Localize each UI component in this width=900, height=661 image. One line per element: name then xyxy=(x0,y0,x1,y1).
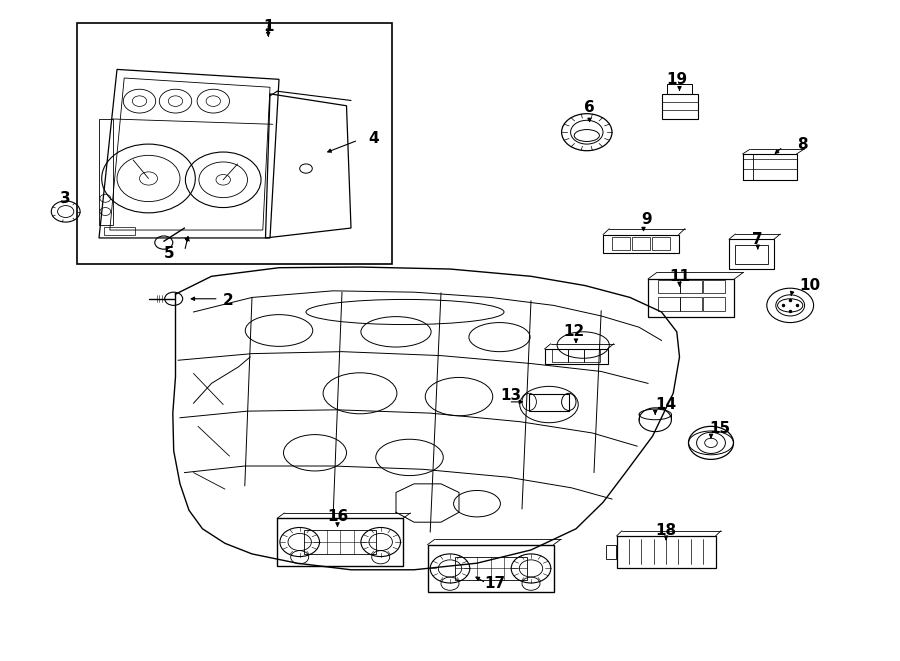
Text: 8: 8 xyxy=(797,137,808,151)
Bar xyxy=(658,297,680,311)
Text: 2: 2 xyxy=(223,293,234,308)
Bar xyxy=(529,394,569,411)
Text: 14: 14 xyxy=(655,397,677,412)
Bar xyxy=(544,349,608,364)
Bar xyxy=(658,280,680,293)
Text: 16: 16 xyxy=(327,510,348,524)
Bar xyxy=(612,237,630,250)
Bar xyxy=(76,23,392,264)
Bar xyxy=(703,280,724,293)
Bar xyxy=(742,154,753,180)
Text: 1: 1 xyxy=(263,19,274,34)
Bar xyxy=(662,94,698,119)
Text: 7: 7 xyxy=(752,232,763,247)
Text: 17: 17 xyxy=(484,576,506,590)
Bar xyxy=(680,297,702,311)
Bar xyxy=(304,530,376,554)
Text: 15: 15 xyxy=(709,421,731,436)
Bar xyxy=(104,227,135,235)
Bar xyxy=(428,545,554,592)
Text: 18: 18 xyxy=(655,523,677,537)
Bar xyxy=(703,297,724,311)
Text: 11: 11 xyxy=(669,269,690,284)
Text: 5: 5 xyxy=(164,246,175,260)
Bar xyxy=(552,349,568,362)
Text: 12: 12 xyxy=(563,325,585,339)
Text: 10: 10 xyxy=(799,278,821,293)
Bar xyxy=(606,545,616,559)
Bar xyxy=(584,349,600,362)
Text: 6: 6 xyxy=(584,100,595,114)
Text: 9: 9 xyxy=(641,212,652,227)
Bar xyxy=(632,237,650,250)
Text: 13: 13 xyxy=(500,388,522,403)
Text: 19: 19 xyxy=(666,72,688,87)
Bar xyxy=(616,536,716,568)
Bar xyxy=(652,237,670,250)
Bar xyxy=(603,235,679,253)
Bar xyxy=(735,245,768,264)
Text: 3: 3 xyxy=(60,191,71,206)
Bar xyxy=(648,279,734,317)
Bar xyxy=(742,154,796,180)
Bar xyxy=(568,349,584,362)
Bar xyxy=(667,84,692,94)
Bar xyxy=(454,557,526,580)
Text: 4: 4 xyxy=(368,132,379,146)
Bar xyxy=(277,518,403,566)
Bar xyxy=(729,239,774,269)
Bar xyxy=(680,280,702,293)
